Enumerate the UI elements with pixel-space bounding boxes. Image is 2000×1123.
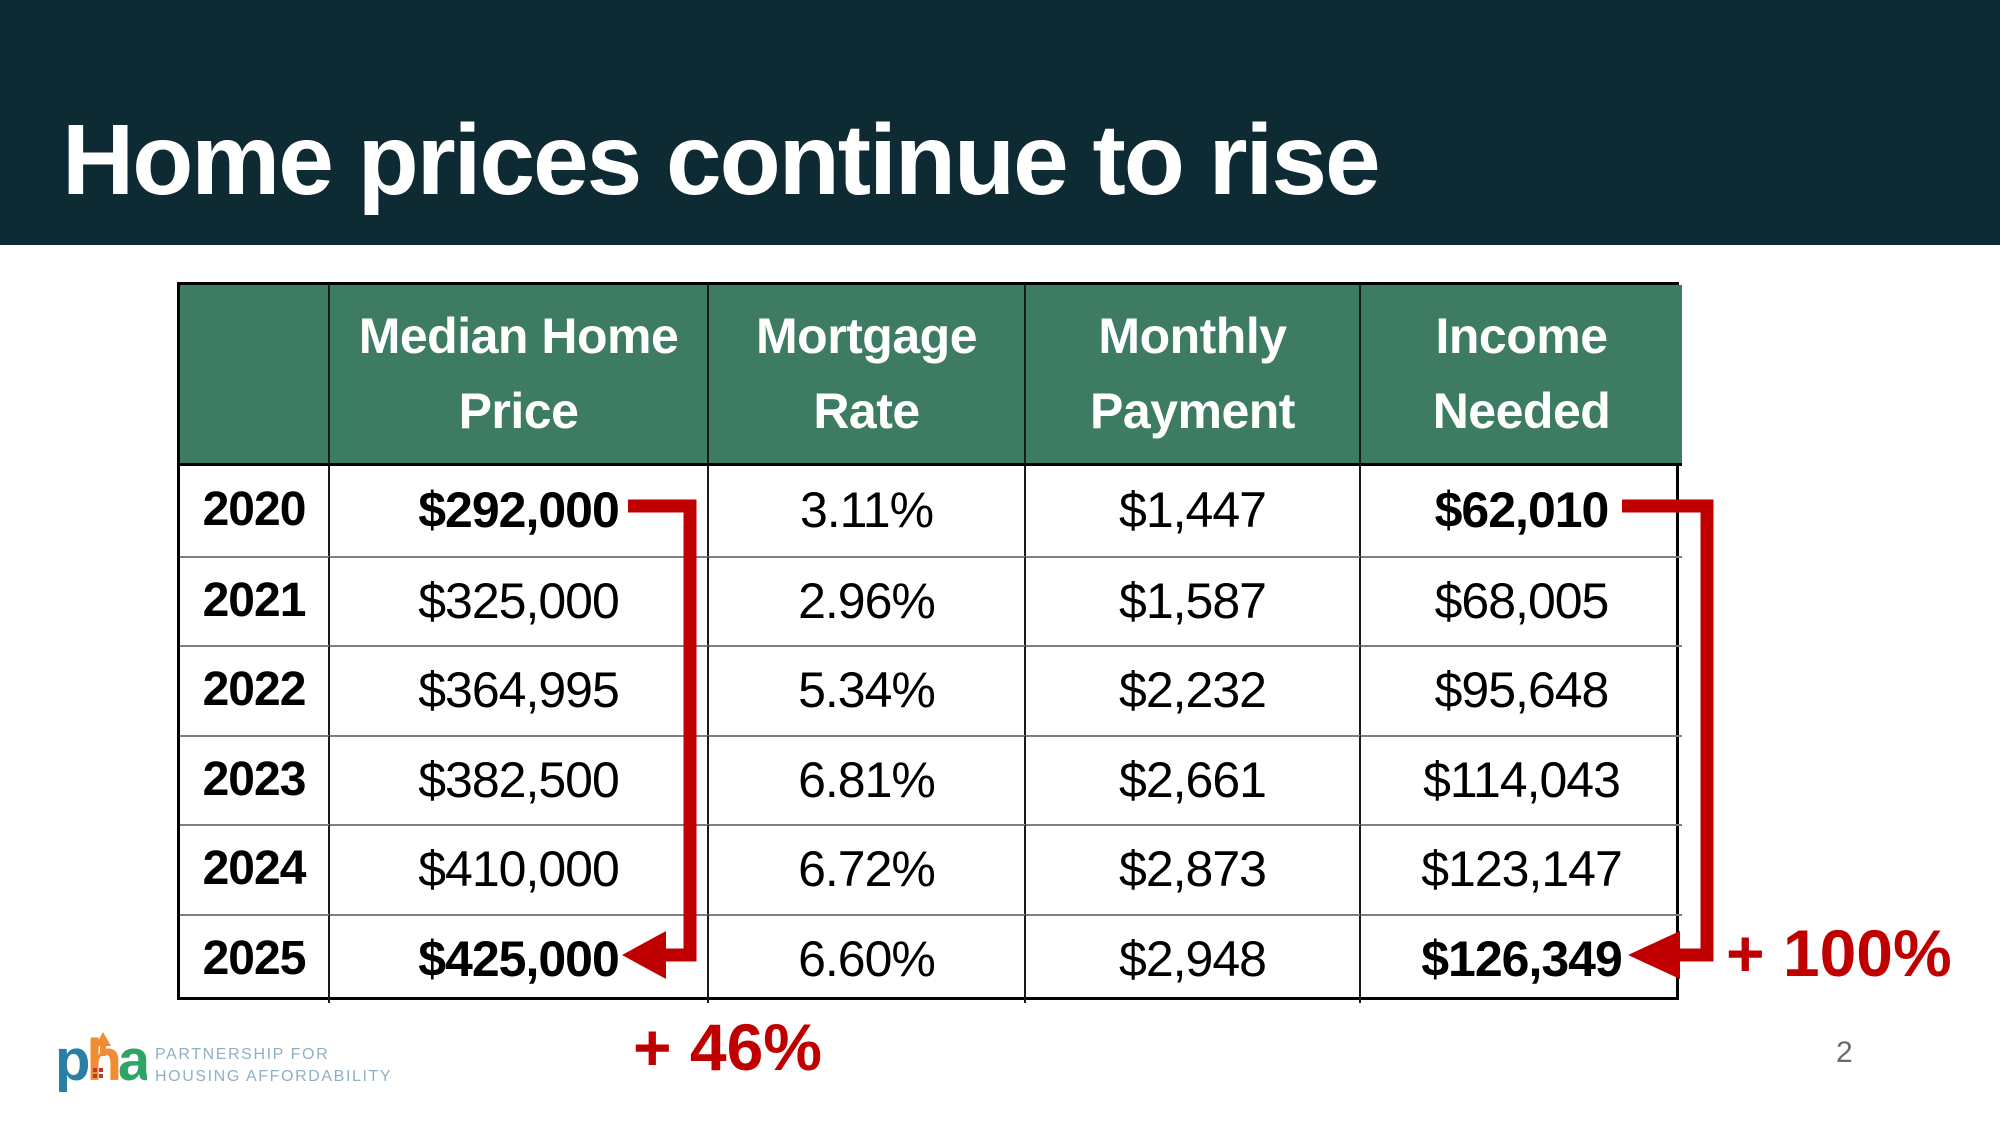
mortgage-rate-cell: 2.96% — [709, 555, 1026, 645]
svg-text:pha: pha — [55, 1030, 147, 1093]
header-cell-median-home-price: Median Home Price — [330, 285, 709, 466]
slide-title: Home prices continue to rise — [62, 104, 1381, 216]
pha-logo-text: PARTNERSHIP FOR HOUSING AFFORDABILITY — [155, 1046, 393, 1085]
income-needed-cell: $123,147 — [1361, 824, 1682, 914]
median-price-cell: $425,000 — [330, 913, 709, 1003]
income-needed-cell: $126,349 — [1361, 913, 1682, 1004]
header-cell-mortgage-rate: Mortgage Rate — [709, 285, 1026, 466]
header-cell-income-needed: Income Needed — [1361, 285, 1682, 466]
header-cell-empty — [180, 285, 330, 466]
monthly-payment-cell: $2,948 — [1026, 913, 1361, 1003]
mortgage-rate-cell: 6.81% — [709, 734, 1026, 824]
year-cell: 2021 — [180, 555, 330, 645]
median-price-cell: $410,000 — [330, 824, 709, 914]
year-cell: 2022 — [180, 645, 330, 735]
pha-logo: pha PARTNERSHIP FOR HOUSING AFFORDABILIT… — [55, 1030, 392, 1102]
median-price-cell: $382,500 — [330, 734, 709, 824]
mortgage-rate-cell: 3.11% — [709, 466, 1026, 556]
mortgage-rate-cell: 6.72% — [709, 824, 1026, 914]
title-band: Home prices continue to rise — [0, 0, 2000, 245]
year-cell: 2024 — [180, 824, 330, 914]
monthly-payment-cell: $2,661 — [1026, 734, 1361, 824]
monthly-payment-cell: $1,447 — [1026, 466, 1361, 556]
pha-logo-mark: pha — [55, 1030, 147, 1093]
income-needed-cell: $62,010 — [1434, 482, 1610, 539]
mortgage-rate-cell: 5.34% — [709, 645, 1026, 735]
median-price-cell: $292,000 — [330, 466, 709, 556]
year-cell: 2020 — [180, 466, 330, 556]
year-cell: 2025 — [180, 913, 330, 1003]
page-number: 2 — [1836, 1036, 1853, 1069]
monthly-payment-cell: $1,587 — [1026, 555, 1361, 645]
monthly-payment-cell: $2,232 — [1026, 645, 1361, 735]
monthly-payment-cell: $2,873 — [1026, 824, 1361, 914]
median-price-cell: $325,000 — [330, 555, 709, 645]
income-needed-cell: $95,648 — [1361, 645, 1682, 735]
header-cell-monthly-payment: Monthly Payment — [1026, 285, 1361, 466]
income-increase-label: + 100% — [1726, 916, 1952, 990]
median-price-cell: $364,995 — [330, 645, 709, 735]
mortgage-rate-cell: 6.60% — [709, 913, 1026, 1003]
year-cell: 2023 — [180, 734, 330, 824]
income-needed-cell: $114,043 — [1361, 734, 1682, 825]
price-increase-label: + 46% — [633, 1010, 822, 1084]
income-needed-cell: $68,005 — [1361, 555, 1682, 646]
home-price-table: Median Home Price Mortgage Rate Monthly … — [177, 282, 1682, 1003]
